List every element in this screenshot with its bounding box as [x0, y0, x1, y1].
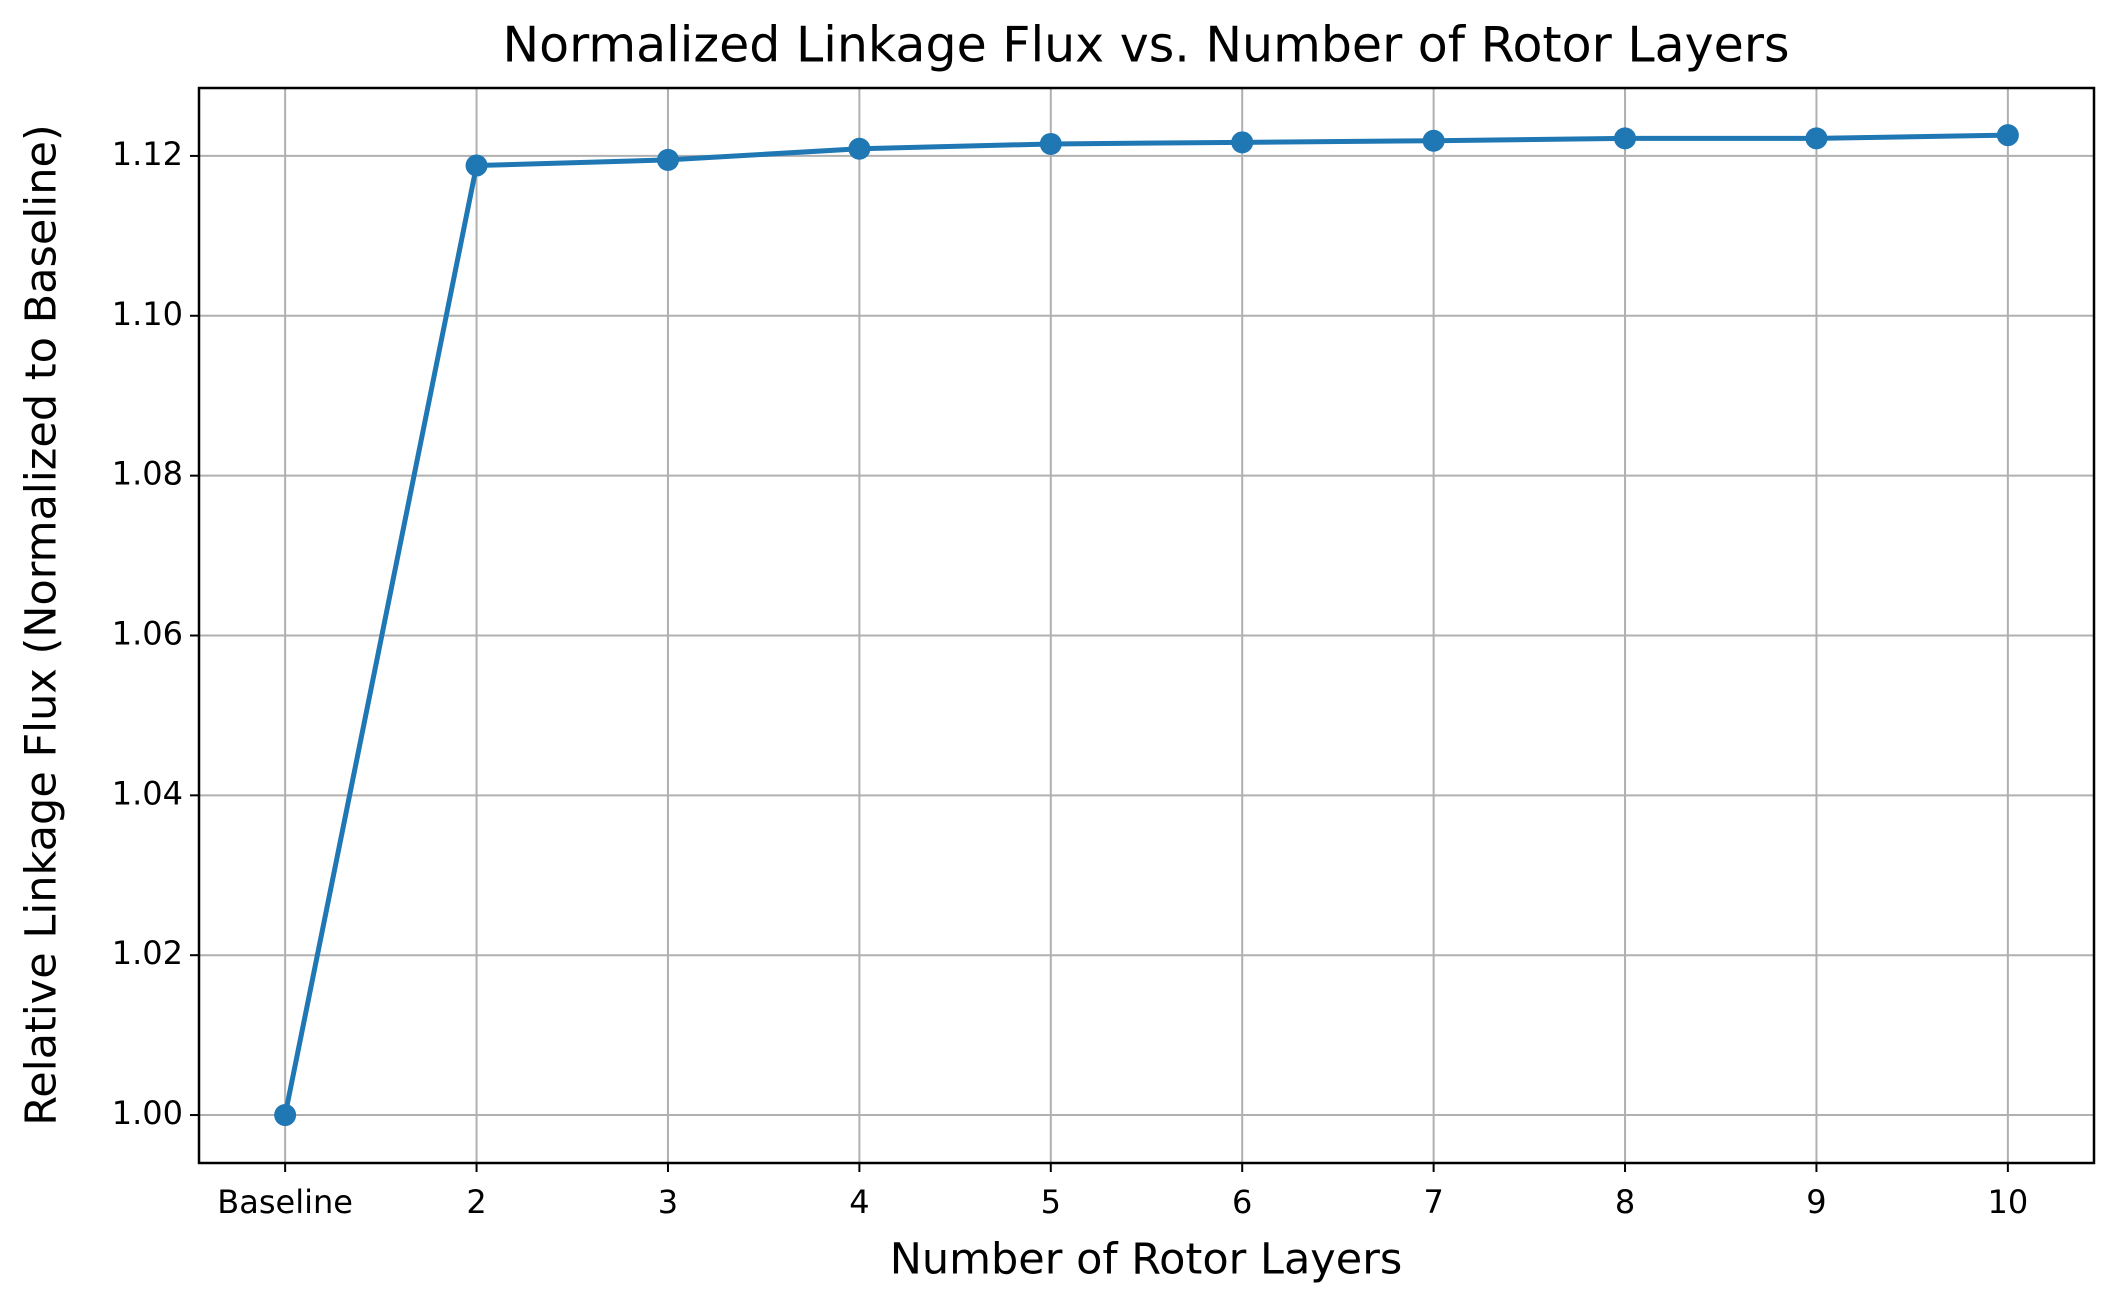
x-tick-label: 6: [1232, 1183, 1252, 1221]
data-point: [1805, 127, 1828, 150]
data-point: [1422, 129, 1445, 152]
x-tick-label: 10: [1988, 1183, 2029, 1221]
y-tick-label: 1.08: [112, 455, 183, 493]
data-point: [1039, 132, 1062, 155]
chart-title: Normalized Linkage Flux vs. Number of Ro…: [503, 17, 1790, 74]
x-tick-label: 3: [658, 1183, 678, 1221]
plot-frame: [197, 86, 2096, 1165]
y-tick-label: 1.12: [112, 135, 183, 173]
series-line: [282, 132, 2008, 1116]
data-point: [656, 148, 679, 171]
x-tick-label: 2: [466, 1183, 486, 1221]
y-tick-label: 1.00: [112, 1094, 183, 1132]
data-point: [465, 154, 488, 177]
data-point: [848, 137, 871, 160]
x-tick-label: 9: [1806, 1183, 1826, 1221]
x-axis-label: Number of Rotor Layers: [890, 1235, 1403, 1285]
x-tick-label: 4: [849, 1183, 869, 1221]
data-point: [274, 1104, 297, 1127]
x-tick-label: Baseline: [217, 1183, 353, 1221]
y-axis-label: Relative Linkage Flux (Normalized to Bas…: [17, 124, 67, 1125]
x-tick-label: 7: [1423, 1183, 1443, 1221]
y-tick-label: 1.06: [112, 614, 183, 652]
y-tick-label: 1.04: [112, 774, 183, 812]
data-point: [1614, 127, 1637, 150]
x-tick-label: 8: [1615, 1183, 1635, 1221]
data-point: [1231, 131, 1254, 154]
y-tick-label: 1.02: [112, 934, 183, 972]
y-tick-label: 1.10: [112, 295, 183, 333]
x-tick-label: 5: [1041, 1183, 1061, 1221]
data-point: [1996, 124, 2019, 147]
